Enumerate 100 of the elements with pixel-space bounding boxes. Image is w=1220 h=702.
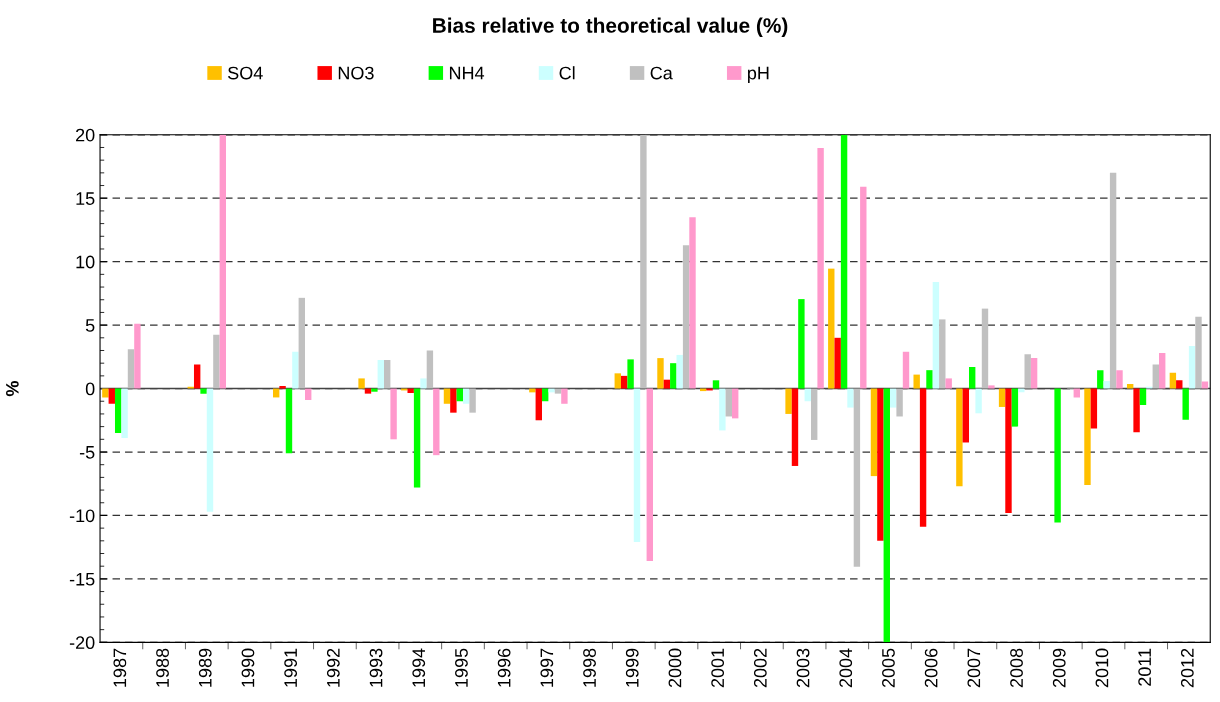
bar [614, 373, 621, 389]
bar [219, 134, 226, 389]
bar [877, 388, 884, 541]
bar [919, 388, 927, 527]
legend-label: NH4 [449, 66, 485, 80]
bar [1159, 353, 1166, 389]
bar [1182, 388, 1189, 420]
bar [902, 351, 910, 389]
bar [981, 308, 989, 389]
bar [1011, 388, 1019, 427]
y-tick-label: -20 [69, 636, 95, 650]
bar [1133, 388, 1140, 433]
x-tick-label: 2000 [668, 648, 682, 688]
x-tick-label: 1997 [540, 648, 554, 687]
bar [413, 388, 421, 488]
bar [1195, 316, 1202, 389]
bar [420, 378, 427, 389]
bar [390, 388, 397, 440]
x-tick-label: 2001 [711, 648, 725, 688]
bar [371, 388, 378, 392]
bar [1116, 370, 1123, 389]
y-tick-label: -10 [69, 509, 95, 523]
bar [292, 351, 299, 389]
bar [469, 388, 476, 413]
bar [663, 379, 671, 389]
bar [712, 380, 720, 389]
bar [657, 358, 664, 389]
bar [785, 388, 792, 414]
bar [193, 364, 201, 389]
y-tick-label: 15 [76, 192, 95, 205]
chart-title: Bias relative to theoretical value (%) [433, 17, 788, 37]
bar [108, 388, 115, 404]
bar [853, 388, 861, 567]
bar [932, 281, 940, 389]
bar [127, 349, 135, 389]
bar [1126, 384, 1134, 389]
x-tick-label: 2008 [1010, 648, 1023, 688]
x-tick-label: 1988 [156, 648, 169, 687]
x-tick-label: 1990 [241, 648, 255, 687]
y-tick-label: 0 [85, 382, 95, 396]
legend-label: Cl [559, 66, 575, 80]
bar [364, 388, 372, 394]
bar [377, 360, 384, 389]
bar [945, 378, 952, 389]
y-tick-label: -15 [69, 573, 95, 586]
bar [298, 297, 305, 389]
bar [962, 388, 969, 443]
bar [627, 359, 634, 389]
bar [646, 388, 653, 562]
bar [939, 319, 946, 389]
bar [279, 386, 286, 389]
bar [791, 388, 799, 466]
x-tick-label: 1993 [369, 648, 383, 687]
bar [998, 388, 1006, 407]
bar [889, 388, 897, 408]
bar [682, 245, 690, 389]
x-tick-label: 1991 [284, 648, 298, 687]
x-tick-label: 1987 [113, 648, 127, 687]
bar [1103, 380, 1110, 389]
bar [956, 388, 963, 487]
bar [450, 388, 457, 413]
y-tick-label: 20 [76, 128, 95, 142]
x-tick-label: 2003 [796, 648, 810, 688]
bar [206, 388, 214, 512]
bar [114, 388, 122, 433]
x-tick-label: 2007 [967, 648, 981, 688]
bar [213, 334, 220, 389]
bar [1005, 388, 1012, 513]
bar [1084, 388, 1091, 485]
bar [1109, 172, 1117, 389]
bar [443, 388, 451, 404]
bar [860, 186, 867, 389]
bar [926, 370, 933, 389]
bar [732, 388, 739, 419]
bar [462, 388, 470, 404]
bar [719, 388, 726, 431]
bar [975, 388, 982, 414]
y-axis-title: % [6, 381, 19, 397]
legend-label: NO3 [338, 66, 374, 80]
bar [640, 134, 647, 389]
bar [834, 337, 841, 389]
bar [1169, 372, 1177, 389]
bar [988, 385, 995, 389]
bar [968, 366, 976, 389]
legend-label: SO4 [228, 66, 263, 80]
bar [670, 363, 677, 389]
y-tick-label: -5 [79, 446, 95, 459]
bar [1188, 346, 1196, 389]
bar [1139, 388, 1147, 406]
bar [305, 388, 312, 400]
bar [1024, 354, 1031, 389]
bar [383, 360, 391, 389]
bar [689, 217, 696, 389]
bar [870, 388, 878, 477]
bar [840, 134, 848, 389]
bar [847, 388, 854, 408]
bar [407, 388, 414, 393]
x-tick-label: 2011 [1138, 648, 1152, 686]
bar [561, 388, 568, 404]
x-tick-label: 2005 [882, 648, 895, 688]
